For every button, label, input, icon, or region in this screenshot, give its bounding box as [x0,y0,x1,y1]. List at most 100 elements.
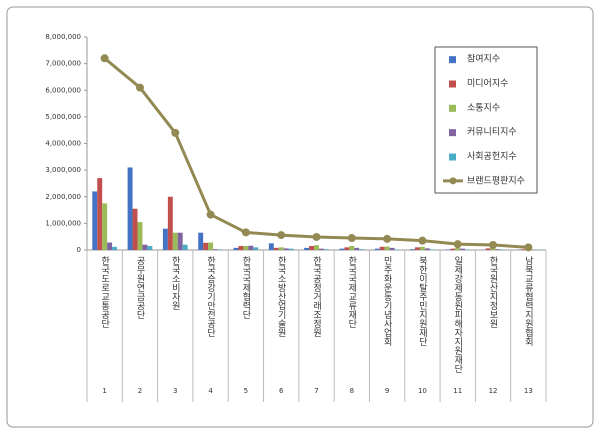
legend-label: 사회공헌지수 [467,151,517,162]
line-marker [135,83,144,92]
legend-label: 참여지수 [467,53,500,65]
x-tick-label: 공무원연금공단 [134,256,144,319]
x-tick-label: 한국국제협력단 [240,256,250,319]
line-marker [524,243,533,252]
x-tick-label: 민주화운동기념사업회 [382,256,392,347]
rank-label: 6 [279,387,284,395]
bar [248,245,254,250]
bar [172,232,178,250]
legend-swatch [449,153,456,161]
rank-label: 10 [418,387,427,395]
line-marker [100,54,109,63]
bar [429,249,435,250]
rank-label: 4 [208,387,213,395]
bar [309,246,315,250]
bar [394,249,400,250]
bar [485,248,491,250]
bar [213,249,218,250]
rank-label: 5 [244,387,248,395]
bar [344,247,350,250]
bar [288,248,294,250]
bar [208,242,214,250]
line-marker [206,210,215,219]
bar [490,248,496,250]
line-marker [383,234,392,243]
x-tick-label: 남북교류협력지원협회 [523,256,533,347]
bar [112,246,118,250]
legend-swatch [449,56,456,64]
bar [268,243,274,250]
legend-label: 미디어지수 [467,78,508,89]
y-tick-label: 4,000,000 [45,140,81,148]
bar [349,246,355,250]
bar [339,248,345,250]
bar [520,249,526,250]
rank-label: 3 [173,387,177,395]
bar [424,248,430,250]
bar [147,246,153,250]
y-tick-label: 1,000,000 [45,219,81,227]
rank-label: 13 [524,387,533,395]
bar [177,232,183,250]
legend-label: 소통지수 [467,102,500,113]
line-marker [489,240,498,249]
line-marker [277,231,286,240]
y-tick-label: 7,000,000 [45,60,81,68]
bar [167,196,173,250]
legend-box [434,46,538,194]
legend-label: 커뮤니티지수 [467,127,517,138]
bar [132,208,138,250]
y-tick-label: 6,000,000 [45,86,81,94]
bar [127,167,133,250]
x-tick-label: 북한이탈주민지원재단 [417,256,427,346]
x-tick-label: 한국승강기안전공단 [205,256,215,337]
bar [384,246,390,250]
bar [374,248,380,250]
line-marker [418,236,427,245]
rank-label: 12 [489,387,498,395]
y-tick-label: 2,000,000 [45,193,81,201]
legend-swatch [449,104,456,112]
bar [495,249,501,250]
bar [97,178,103,250]
line-marker [453,240,462,249]
bar [238,246,244,250]
bar [379,246,385,250]
bar [445,249,451,250]
rank-label: 7 [314,387,318,395]
bar [318,248,324,250]
bar [107,242,113,250]
bar [253,247,259,250]
x-tick-label: 일제강제동원피해자지원재단 [452,256,462,373]
bar [92,191,98,250]
bar [217,249,223,250]
bar [243,246,249,250]
line-marker [171,128,180,137]
bar [323,249,329,250]
bar [137,222,143,250]
bar [455,247,461,250]
bar [102,203,108,250]
legend-swatch [449,129,456,137]
line-marker [312,232,321,241]
x-tick-label: 한국소비자원 [170,256,180,310]
bar [419,246,425,250]
x-tick-label: 한국원산지정보원 [488,256,498,328]
bar [415,247,420,250]
legend-label: 브랜드평판지수 [467,175,525,186]
bar [500,249,506,250]
bar [273,247,279,250]
line-marker [241,228,250,237]
y-tick-label: 3,000,000 [45,166,81,174]
y-tick-label: 5,000,000 [45,113,81,121]
line-marker [347,234,356,243]
bar [182,244,188,250]
bar [304,247,310,250]
x-tick-label: 한국국제교류재단 [346,256,356,328]
x-tick-label: 한국공정거래조정원 [311,256,321,337]
bar [460,248,466,250]
rank-label: 2 [138,387,142,395]
bar [162,228,168,250]
